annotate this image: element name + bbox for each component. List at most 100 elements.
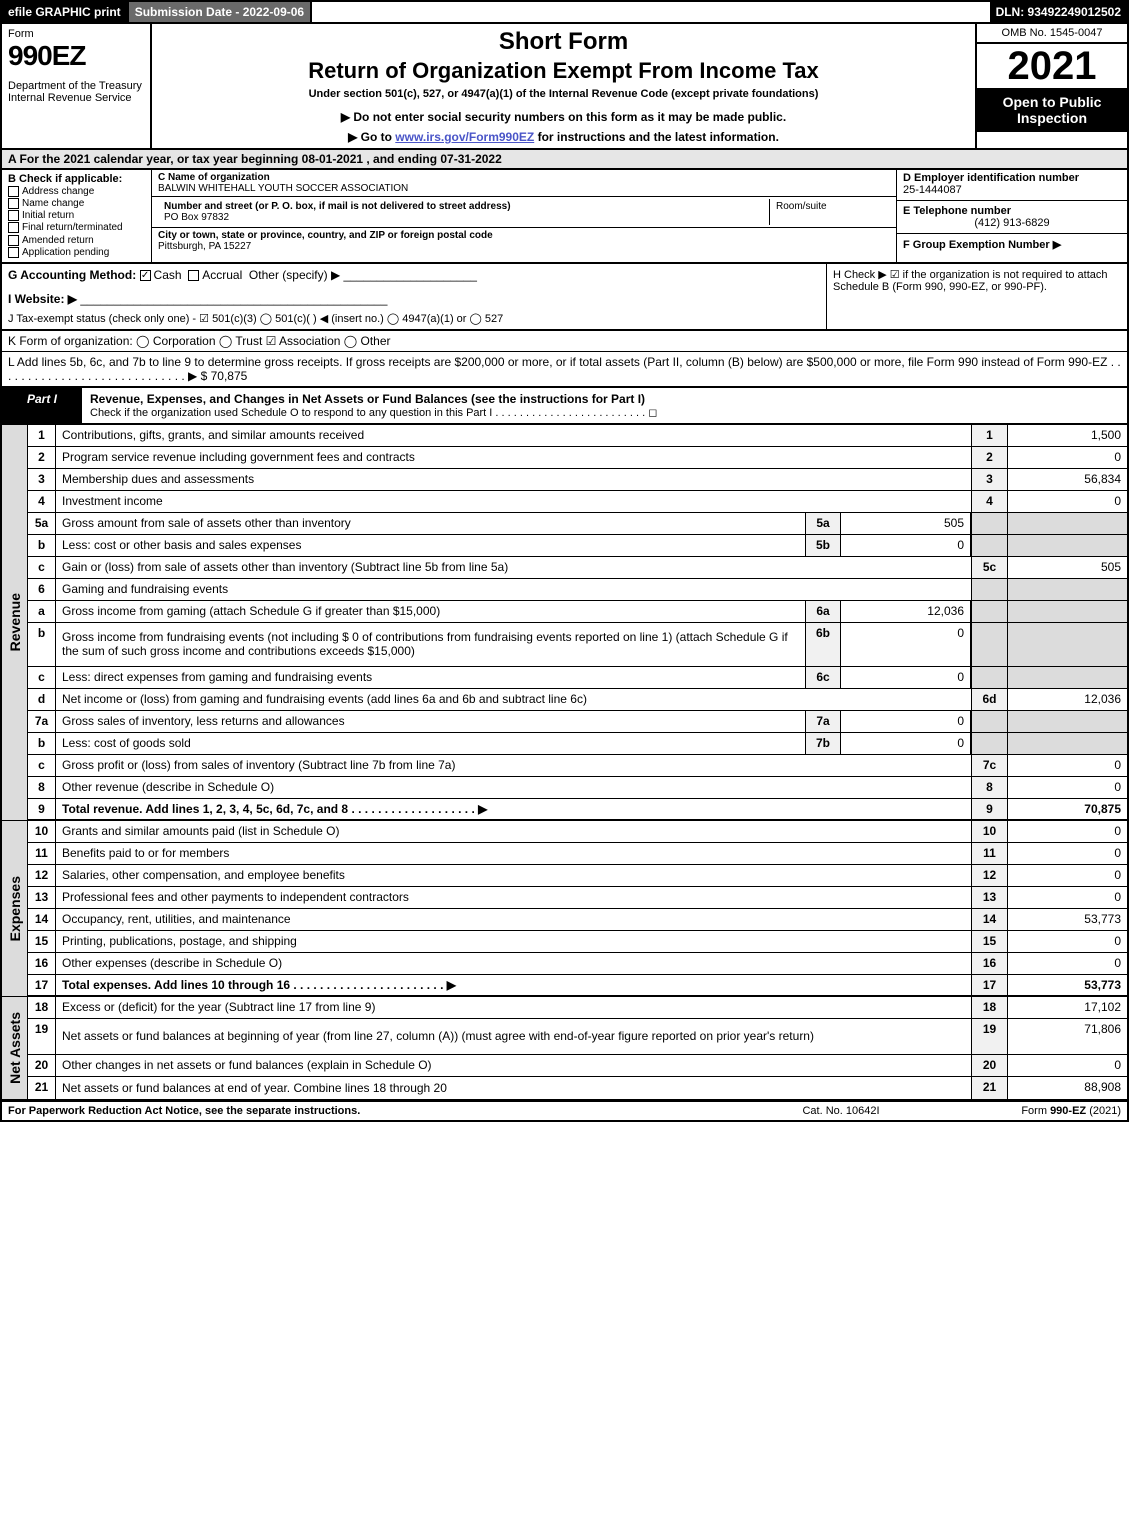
page-footer: For Paperwork Reduction Act Notice, see … [0,1101,1129,1122]
line-15: 15Printing, publications, postage, and s… [28,931,1127,953]
ein-label: D Employer identification number [903,172,1121,184]
section-g-i-j: G Accounting Method: Cash Accrual Other … [2,264,827,329]
line-21: 21Net assets or fund balances at end of … [28,1077,1127,1099]
line-10: 10Grants and similar amounts paid (list … [28,821,1127,843]
org-name: BALWIN WHITEHALL YOUTH SOCCER ASSOCIATIO… [158,183,408,194]
part-1-title: Revenue, Expenses, and Changes in Net As… [82,388,1127,423]
line-5a: 5aGross amount from sale of assets other… [28,513,1127,535]
vtab-expenses: Expenses [2,821,28,997]
line-9: 9Total revenue. Add lines 1, 2, 3, 4, 5c… [28,799,1127,821]
form-label: Form [8,28,144,40]
form-header: Form 990EZ Department of the Treasury In… [0,24,1129,150]
tel-label: E Telephone number [903,205,1121,217]
tel-value: (412) 913-6829 [903,217,1121,229]
line-6a: aGross income from gaming (attach Schedu… [28,601,1127,623]
footer-left: For Paperwork Reduction Act Notice, see … [8,1105,741,1117]
section-b: B Check if applicable: Address change Na… [2,170,152,262]
section-c: C Name of organization BALWIN WHITEHALL … [152,170,897,262]
vtab-netassets: Net Assets [2,997,28,1099]
line-12: 12Salaries, other compensation, and empl… [28,865,1127,887]
goto-note: ▶ Go to www.irs.gov/Form990EZ for instru… [160,130,967,144]
city-label: City or town, state or province, country… [158,230,493,241]
footer-catno: Cat. No. 10642I [741,1105,941,1117]
line-7c: cGross profit or (loss) from sales of in… [28,755,1127,777]
tax-year: 2021 [977,44,1127,88]
g-label: G Accounting Method: [8,268,136,282]
chk-final-return[interactable]: Final return/terminated [8,222,145,233]
line-1: 1Contributions, gifts, grants, and simil… [28,425,1127,447]
addr-label: Number and street (or P. O. box, if mail… [164,201,511,212]
row-gh: G Accounting Method: Cash Accrual Other … [0,264,1129,331]
return-title: Return of Organization Exempt From Incom… [160,58,967,84]
line-6d: dNet income or (loss) from gaming and fu… [28,689,1127,711]
line-6c: cLess: direct expenses from gaming and f… [28,667,1127,689]
dln-label: DLN: 93492249012502 [990,2,1127,22]
chk-initial-return[interactable]: Initial return [8,210,145,221]
accounting-method: G Accounting Method: Cash Accrual Other … [8,268,820,282]
line-16: 16Other expenses (describe in Schedule O… [28,953,1127,975]
chk-name-change[interactable]: Name change [8,198,145,209]
line-6b: bGross income from fundraising events (n… [28,623,1127,667]
goto-pre: ▶ Go to [348,130,395,144]
short-form-title: Short Form [160,28,967,56]
part-1-grid: Revenue 1Contributions, gifts, grants, a… [0,425,1129,1101]
line-2: 2Program service revenue including gover… [28,447,1127,469]
line-4: 4Investment income40 [28,491,1127,513]
line-6: 6Gaming and fundraising events [28,579,1127,601]
addr-value: PO Box 97832 [164,212,229,223]
line-8: 8Other revenue (describe in Schedule O)8… [28,777,1127,799]
topbar-spacer [312,2,989,22]
row-a-tax-year: A For the 2021 calendar year, or tax yea… [0,150,1129,170]
inspection-label: Open to Public Inspection [977,88,1127,132]
goto-post: for instructions and the latest informat… [534,130,779,144]
chk-amended-return[interactable]: Amended return [8,235,145,246]
website-row: I Website: ▶ ___________________________… [8,292,820,306]
line-19: 19Net assets or fund balances at beginni… [28,1019,1127,1055]
city-value: Pittsburgh, PA 15227 [158,241,251,252]
under-section: Under section 501(c), 527, or 4947(a)(1)… [160,88,967,100]
line-5b: bLess: cost or other basis and sales exp… [28,535,1127,557]
chk-accrual[interactable] [188,270,199,281]
row-bcdef: B Check if applicable: Address change Na… [0,170,1129,264]
header-right: OMB No. 1545-0047 2021 Open to Public In… [977,24,1127,148]
line-7a: 7aGross sales of inventory, less returns… [28,711,1127,733]
dept-label: Department of the Treasury Internal Reve… [8,80,144,104]
efile-label[interactable]: efile GRAPHIC print [2,2,129,22]
section-def: D Employer identification number 25-1444… [897,170,1127,262]
addr-row: Number and street (or P. O. box, if mail… [152,197,896,228]
chk-address-change[interactable]: Address change [8,186,145,197]
header-mid: Short Form Return of Organization Exempt… [152,24,977,148]
chk-application-pending[interactable]: Application pending [8,247,145,258]
line-14: 14Occupancy, rent, utilities, and mainte… [28,909,1127,931]
header-left: Form 990EZ Department of the Treasury In… [2,24,152,148]
line-7b: bLess: cost of goods sold7b0 [28,733,1127,755]
section-h: H Check ▶ ☑ if the organization is not r… [827,264,1127,329]
ein-value: 25-1444087 [903,184,1121,196]
chk-cash[interactable] [140,270,151,281]
irs-link[interactable]: www.irs.gov/Form990EZ [395,130,534,144]
line-11: 11Benefits paid to or for members110 [28,843,1127,865]
part-1-label: Part I [2,388,82,423]
group-exemption-label: F Group Exemption Number ▶ [903,238,1121,251]
part-1-header: Part I Revenue, Expenses, and Changes in… [0,388,1129,425]
section-b-header: B Check if applicable: [8,173,145,185]
line-18: 18Excess or (deficit) for the year (Subt… [28,997,1127,1019]
omb-number: OMB No. 1545-0047 [977,24,1127,44]
line-3: 3Membership dues and assessments356,834 [28,469,1127,491]
ssn-note: ▶ Do not enter social security numbers o… [160,110,967,124]
tax-exempt-status: J Tax-exempt status (check only one) - ☑… [8,312,820,325]
row-l: L Add lines 5b, 6c, and 7b to line 9 to … [0,352,1129,388]
line-5c: cGain or (loss) from sale of assets othe… [28,557,1127,579]
line-13: 13Professional fees and other payments t… [28,887,1127,909]
org-name-label: C Name of organization [158,172,270,183]
row-k: K Form of organization: ◯ Corporation ◯ … [0,331,1129,352]
org-name-row: C Name of organization BALWIN WHITEHALL … [152,170,896,197]
city-row: City or town, state or province, country… [152,228,896,254]
footer-right: Form 990-EZ (2021) [941,1105,1121,1117]
line-20: 20Other changes in net assets or fund ba… [28,1055,1127,1077]
room-suite-label: Room/suite [770,199,890,225]
line-17: 17Total expenses. Add lines 10 through 1… [28,975,1127,997]
form-code: 990EZ [8,40,144,72]
submission-date: Submission Date - 2022-09-06 [129,2,312,22]
vtab-revenue: Revenue [2,425,28,821]
